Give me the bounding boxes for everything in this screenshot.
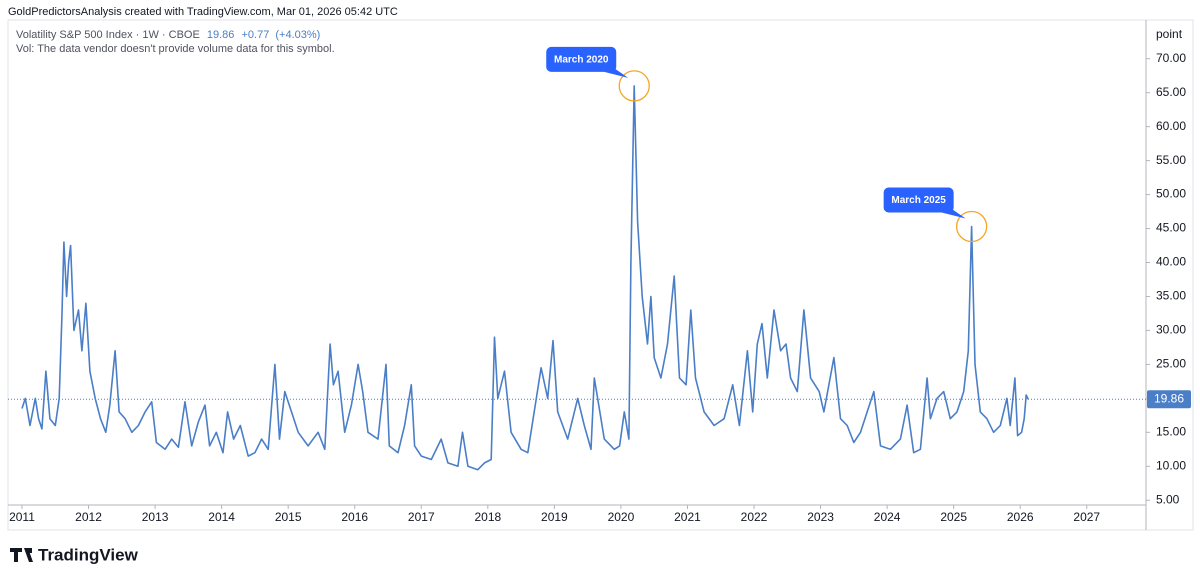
x-tick-label: 2024 (874, 510, 901, 524)
x-tick-label: 2020 (608, 510, 635, 524)
x-tick-label: 2023 (807, 510, 834, 524)
y-tick-label: 10.00 (1156, 458, 1186, 472)
annotation-text: March 2020 (554, 55, 609, 66)
x-tick-label: 2026 (1007, 510, 1034, 524)
y-tick-label: 30.00 (1156, 323, 1186, 337)
y-tick-label: 65.00 (1156, 85, 1186, 99)
y-tick-label: 45.00 (1156, 221, 1186, 235)
x-tick-label: 2022 (741, 510, 768, 524)
annotation-box (883, 187, 954, 213)
y-tick-label: 55.00 (1156, 153, 1186, 167)
volume-note: Vol: The data vendor doesn't provide vol… (16, 43, 335, 55)
x-tick-label: 2027 (1073, 510, 1100, 524)
x-tick-label: 2025 (940, 510, 967, 524)
frame (7, 19, 1194, 531)
y-tick-label: 5.00 (1156, 492, 1180, 506)
brand-name: TradingView (38, 545, 139, 564)
y-tick-label: 25.00 (1156, 357, 1186, 371)
x-tick-label: 2013 (142, 510, 169, 524)
x-tick-label: 2014 (208, 510, 235, 524)
annotation-text: March 2025 (891, 195, 946, 206)
y-tick-label: 70.00 (1156, 51, 1186, 65)
x-tick-label: 2019 (541, 510, 568, 524)
y-tick-label: 35.00 (1156, 289, 1186, 303)
y-tick-label: 60.00 (1156, 119, 1186, 133)
price-line (21, 85, 1029, 471)
y-tick-label: 40.00 (1156, 255, 1186, 269)
x-tick-label: 2017 (408, 510, 435, 524)
brand-logo (10, 548, 33, 562)
annotation-circle (955, 210, 988, 243)
last-price-label: 19.86 (1154, 391, 1184, 405)
x-tick-label: 2018 (474, 510, 501, 524)
legend-symbol: Volatility S&P 500 Index · 1W · CBOE (16, 29, 200, 41)
header: GoldPredictorsAnalysis created with Trad… (8, 6, 398, 18)
x-tick-label: 2011 (9, 510, 35, 524)
annotation-box (546, 46, 617, 72)
annotation-circle (618, 70, 650, 102)
x-tick-label: 2012 (75, 510, 102, 524)
legend-last: 19.86 (207, 29, 235, 41)
y-unit: point (1156, 27, 1183, 41)
y-tick-label: 15.00 (1156, 424, 1186, 438)
x-tick-label: 2016 (341, 510, 368, 524)
x-tick-label: 2015 (275, 510, 302, 524)
legend: Volatility S&P 500 Index · 1W · CBOE 19.… (16, 29, 320, 41)
legend-change-pct: (+4.03%) (275, 29, 320, 41)
last-price-box (1147, 390, 1191, 409)
legend-change: +0.77 (241, 29, 269, 41)
y-tick-label: 50.00 (1156, 187, 1186, 201)
x-tick-label: 2021 (674, 510, 701, 524)
brand: TradingView (10, 545, 139, 564)
